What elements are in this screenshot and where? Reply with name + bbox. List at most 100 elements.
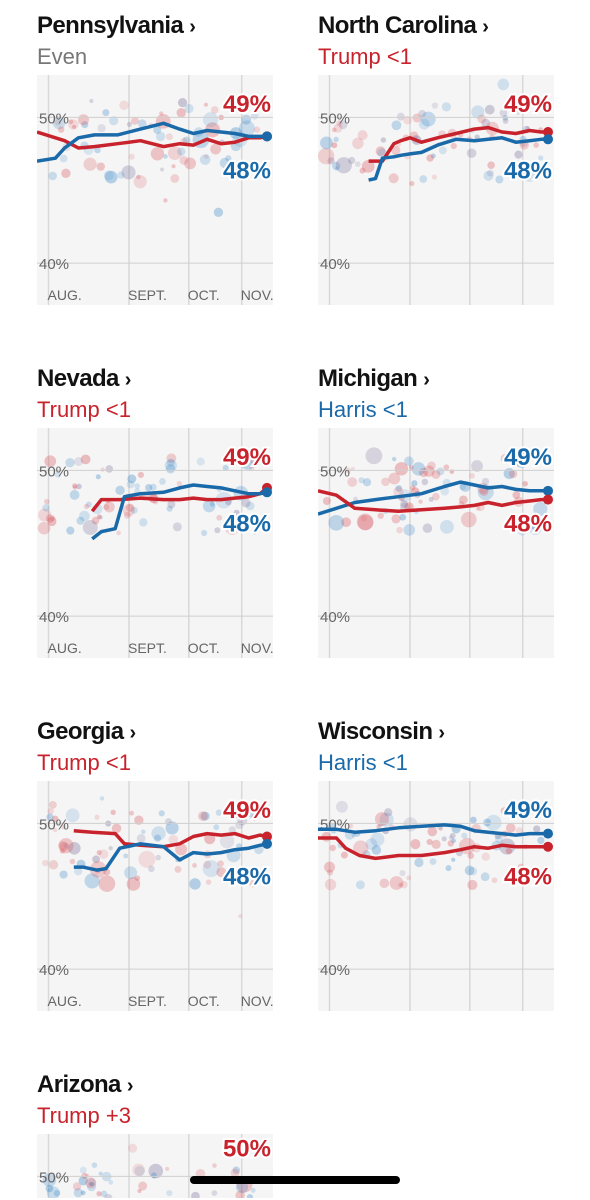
poll-dot [166,458,175,467]
state-card-nevada[interactable]: Nevada › Trump <1 50% 40% AUG. SEPT. OCT. NOV.… [37,365,277,658]
y-tick-label: 50% [39,816,69,833]
state-card-michigan[interactable]: Michigan › Harris <1 50% 40% 49% 48% [318,365,558,658]
y-tick-label: 40% [39,609,69,626]
poll-dot [89,98,94,104]
poll-dot [98,875,116,892]
state-title[interactable]: Georgia › [37,718,136,745]
poll-dot [73,866,83,876]
poll-dot [172,522,182,532]
poll-dot [513,515,520,521]
poll-dot [165,133,173,141]
poll-dot [481,852,490,861]
chevron-right-icon: › [189,16,196,38]
poll-dot [83,503,90,510]
poll-chart: 50%40%49%48% [318,75,554,305]
poll-dot [134,483,141,489]
poll-dot [537,836,545,845]
poll-dot [522,166,538,182]
poll-dot [411,462,426,476]
poll-dot [211,1190,218,1197]
poll-dot [458,495,468,505]
state-title[interactable]: North Carolina › [318,12,489,39]
poll-dot [497,78,510,91]
poll-dot [356,513,374,531]
poll-dot [318,148,335,165]
series-value-label-dem: 48% [223,864,271,891]
poll-dot [358,477,365,484]
state-card-wisconsin[interactable]: Wisconsin › Harris <1 50% 40% 49% 48% [318,718,558,1011]
poll-dot [170,174,180,183]
poll-dot [508,103,519,113]
poll-dot [97,124,106,133]
poll-dot [49,800,57,809]
poll-dot [451,857,456,862]
poll-dot [331,142,338,149]
poll-dot [69,489,80,500]
poll-dot [393,486,404,498]
poll-dot [469,472,475,479]
poll-dot [395,485,403,492]
chevron-right-icon: › [124,369,132,391]
poll-dot [225,520,240,536]
poll-dot [426,154,434,162]
poll-dot [59,848,65,854]
poll-dot [403,524,416,536]
poll-dot [94,814,100,820]
poll-dot [121,165,136,180]
poll-dot [44,455,57,468]
poll-dot [399,870,406,877]
poll-dot [53,1189,61,1197]
state-title[interactable]: Michigan › [318,365,430,392]
state-card-pennsylvania[interactable]: Pennsylvania › Even 50% 40% AUG. SEPT. OCT. NO… [37,12,277,305]
poll-dot [375,146,386,157]
poll-dot [159,478,166,485]
poll-dot [166,453,177,464]
x-tick-label: OCT. [188,287,220,303]
poll-dot [72,124,77,129]
state-title[interactable]: Wisconsin › [318,718,445,745]
poll-dot [219,157,231,169]
poll-dot [54,119,62,126]
chevron-right-icon: › [482,16,489,38]
home-indicator[interactable] [190,1176,400,1184]
poll-chart: 50%40%49%48% [318,428,554,658]
poll-dot [204,833,216,845]
poll-dot [528,521,542,535]
poll-dot [182,136,191,145]
poll-dot [202,860,220,878]
poll-dot [533,521,539,528]
x-tick-label: AUG. [48,640,82,656]
poll-dot [406,875,412,881]
poll-dot [327,157,335,165]
state-title[interactable]: Pennsylvania › [37,12,196,39]
state-title[interactable]: Arizona › [37,1071,133,1098]
state-card-north-carolina[interactable]: North Carolina › Trump <1 50% 40% 49% 48% [318,12,558,305]
poll-dot [451,838,456,843]
poll-dot [123,511,131,519]
poll-dot [98,849,109,859]
poll-dot [123,853,129,859]
state-card-arizona[interactable]: Arizona › Trump +3 50% 50% [37,1071,277,1198]
poll-dot [105,465,114,473]
poll-chart: 50%40%49%48% [318,781,554,1011]
poll-dot [423,465,435,477]
state-card-georgia[interactable]: Georgia › Trump <1 50% 40% AUG. SEPT. OCT. NOV… [37,718,277,1011]
poll-dot [370,832,385,847]
poll-dot [83,157,97,171]
poll-dot [52,116,66,130]
plot-background [37,75,273,305]
poll-dot [380,137,387,143]
poll-dot [48,171,57,181]
poll-dot [167,146,182,161]
poll-dot [103,170,114,181]
poll-dot [116,530,121,536]
series-value-label-rep: 49% [504,91,552,118]
poll-dot [136,833,146,843]
poll-dot [127,474,137,484]
poll-dot [134,815,144,825]
poll-dot [137,1189,142,1194]
poll-dot [108,846,113,851]
poll-dot [68,841,81,855]
poll-dot [491,877,498,884]
state-title[interactable]: Nevada › [37,365,132,392]
